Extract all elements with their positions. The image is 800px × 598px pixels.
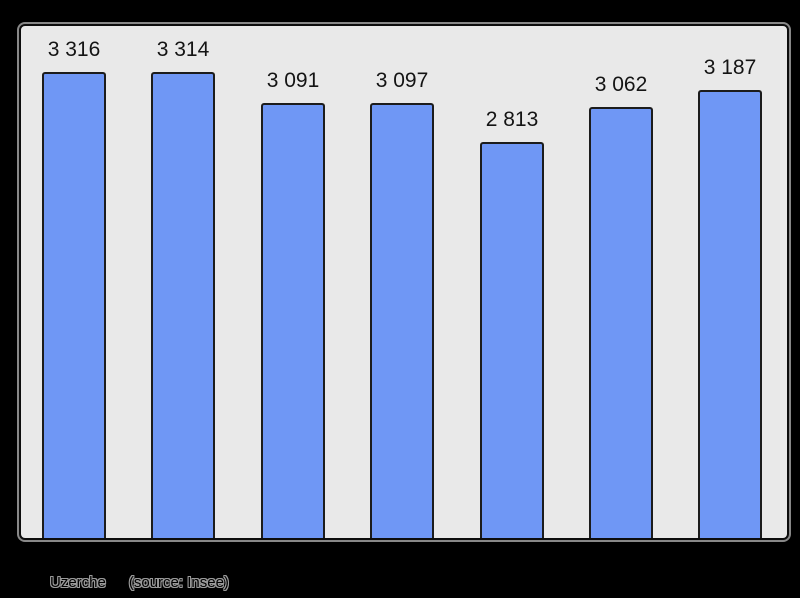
bar-value-label: 3 091 (266, 69, 320, 92)
chart-caption: Uzerche (source: Insee) (50, 573, 229, 593)
bar (480, 142, 544, 538)
bar (151, 72, 215, 538)
bar-value-label: 3 062 (594, 73, 648, 96)
bar (370, 103, 434, 538)
bar-value-label: 2 813 (485, 108, 539, 131)
chart-panel: 3 316 3 314 3 091 3 097 2 813 3 062 3 187 (19, 24, 789, 540)
caption-place-label: Uzerche (50, 574, 106, 591)
bar-value-label: 3 187 (703, 56, 757, 79)
bar-value-label: 3 314 (156, 38, 210, 61)
caption-source-label: (source: Insee) (128, 574, 229, 591)
bar (261, 103, 325, 538)
bar (698, 90, 762, 538)
bar-value-label: 3 316 (47, 38, 101, 61)
bar (42, 72, 106, 538)
bar-value-label: 3 097 (375, 69, 429, 92)
bar (589, 107, 653, 538)
